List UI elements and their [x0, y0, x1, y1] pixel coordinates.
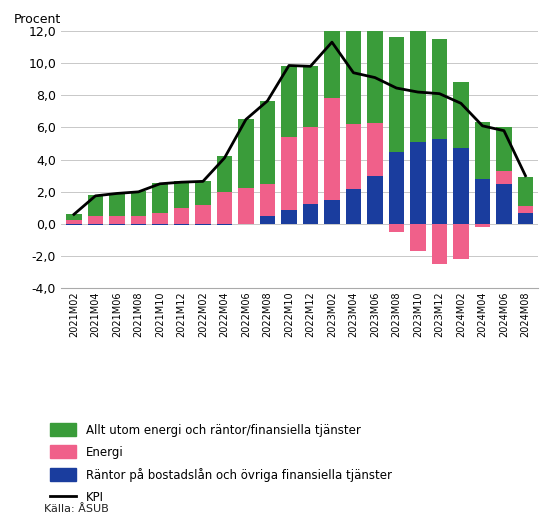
Bar: [174, 181, 189, 208]
Bar: [346, 188, 361, 224]
Legend: Allt utom energi och räntor/finansiella tjänster, Energi, Räntor på bostadslån o: Allt utom energi och räntor/finansiella …: [51, 423, 392, 504]
Bar: [518, 177, 533, 207]
Bar: [324, 98, 340, 200]
Bar: [216, 224, 232, 225]
Bar: [453, 148, 468, 224]
Bar: [174, 224, 189, 225]
Bar: [195, 204, 211, 224]
Bar: [216, 157, 232, 192]
Bar: [410, 16, 426, 142]
Bar: [496, 127, 512, 171]
Bar: [88, 216, 103, 224]
Bar: [238, 188, 254, 224]
Bar: [367, 176, 383, 224]
Bar: [66, 224, 82, 225]
Bar: [109, 193, 125, 216]
Bar: [260, 101, 275, 184]
Bar: [88, 224, 103, 225]
Bar: [109, 224, 125, 225]
Bar: [260, 184, 275, 216]
Bar: [324, 0, 340, 98]
Bar: [302, 66, 318, 127]
Bar: [238, 119, 254, 188]
Bar: [174, 208, 189, 224]
Bar: [152, 213, 168, 224]
Bar: [432, 39, 447, 139]
Bar: [281, 137, 297, 210]
Bar: [260, 216, 275, 224]
Bar: [216, 192, 232, 224]
Bar: [66, 214, 82, 220]
Bar: [346, 124, 361, 188]
Bar: [432, 139, 447, 224]
Bar: [432, 224, 447, 264]
Bar: [410, 224, 426, 251]
Bar: [346, 11, 361, 124]
Text: Procent: Procent: [13, 13, 60, 26]
Bar: [195, 181, 211, 204]
Bar: [367, 18, 383, 123]
Bar: [131, 224, 146, 225]
Bar: [66, 220, 82, 224]
Bar: [475, 122, 490, 179]
Bar: [518, 213, 533, 224]
Bar: [302, 127, 318, 204]
Bar: [518, 207, 533, 213]
Bar: [281, 210, 297, 224]
Bar: [367, 123, 383, 176]
Bar: [152, 224, 168, 225]
Bar: [131, 191, 146, 216]
Bar: [388, 224, 404, 232]
Bar: [388, 151, 404, 224]
Bar: [475, 179, 490, 224]
Bar: [475, 224, 490, 227]
Bar: [496, 184, 512, 224]
Bar: [131, 216, 146, 224]
Bar: [109, 216, 125, 224]
Text: Källa: ÅSUB: Källa: ÅSUB: [44, 504, 109, 514]
Bar: [496, 171, 512, 184]
Bar: [453, 224, 468, 260]
Bar: [453, 81, 468, 148]
Bar: [324, 200, 340, 224]
Bar: [281, 65, 297, 137]
Bar: [410, 142, 426, 224]
Bar: [388, 38, 404, 151]
Bar: [152, 183, 168, 213]
Bar: [195, 224, 211, 225]
Bar: [302, 204, 318, 224]
Bar: [88, 195, 103, 216]
